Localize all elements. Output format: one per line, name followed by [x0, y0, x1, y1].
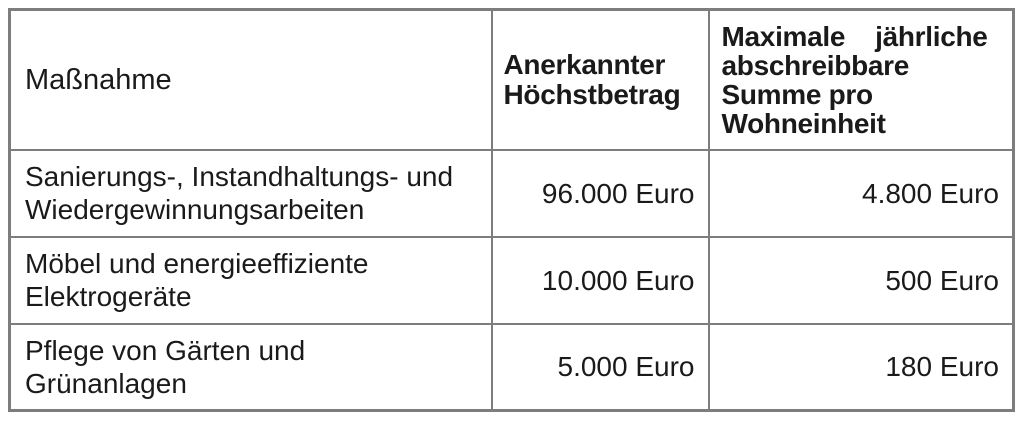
max-amount-cell: 96.000 Euro [490, 148, 710, 238]
header-annual-sum: Maximale jährliche abschreibbare Summe p… [707, 8, 1015, 151]
header-measure: Maßnahme [8, 8, 493, 151]
measure-cell: Pflege von Gärten und Grünanlagen [8, 322, 493, 412]
annual-sum-cell: 180 Euro [707, 322, 1015, 412]
table-header-row: Maßnahme Anerkannter Höchstbetrag Maxima… [8, 8, 1015, 151]
header-max-amount: Anerkannter Höchstbetrag [490, 8, 710, 151]
annual-sum-cell: 500 Euro [707, 235, 1015, 325]
measure-cell: Möbel und energieeffiziente Elektrogerät… [8, 235, 493, 325]
annual-sum-cell: 4.800 Euro [707, 148, 1015, 238]
max-amount-cell: 10.000 Euro [490, 235, 710, 325]
measure-cell: Sanierungs-, Instandhaltungs- und Wieder… [8, 148, 493, 238]
max-amount-cell: 5.000 Euro [490, 322, 710, 412]
measures-table: Maßnahme Anerkannter Höchstbetrag Maxima… [8, 8, 1015, 412]
table-row: Möbel und energieeffiziente Elektrogerät… [8, 235, 1015, 325]
table-row: Sanierungs-, Instandhaltungs- und Wieder… [8, 148, 1015, 238]
table-row: Pflege von Gärten und Grünanlagen 5.000 … [8, 322, 1015, 412]
